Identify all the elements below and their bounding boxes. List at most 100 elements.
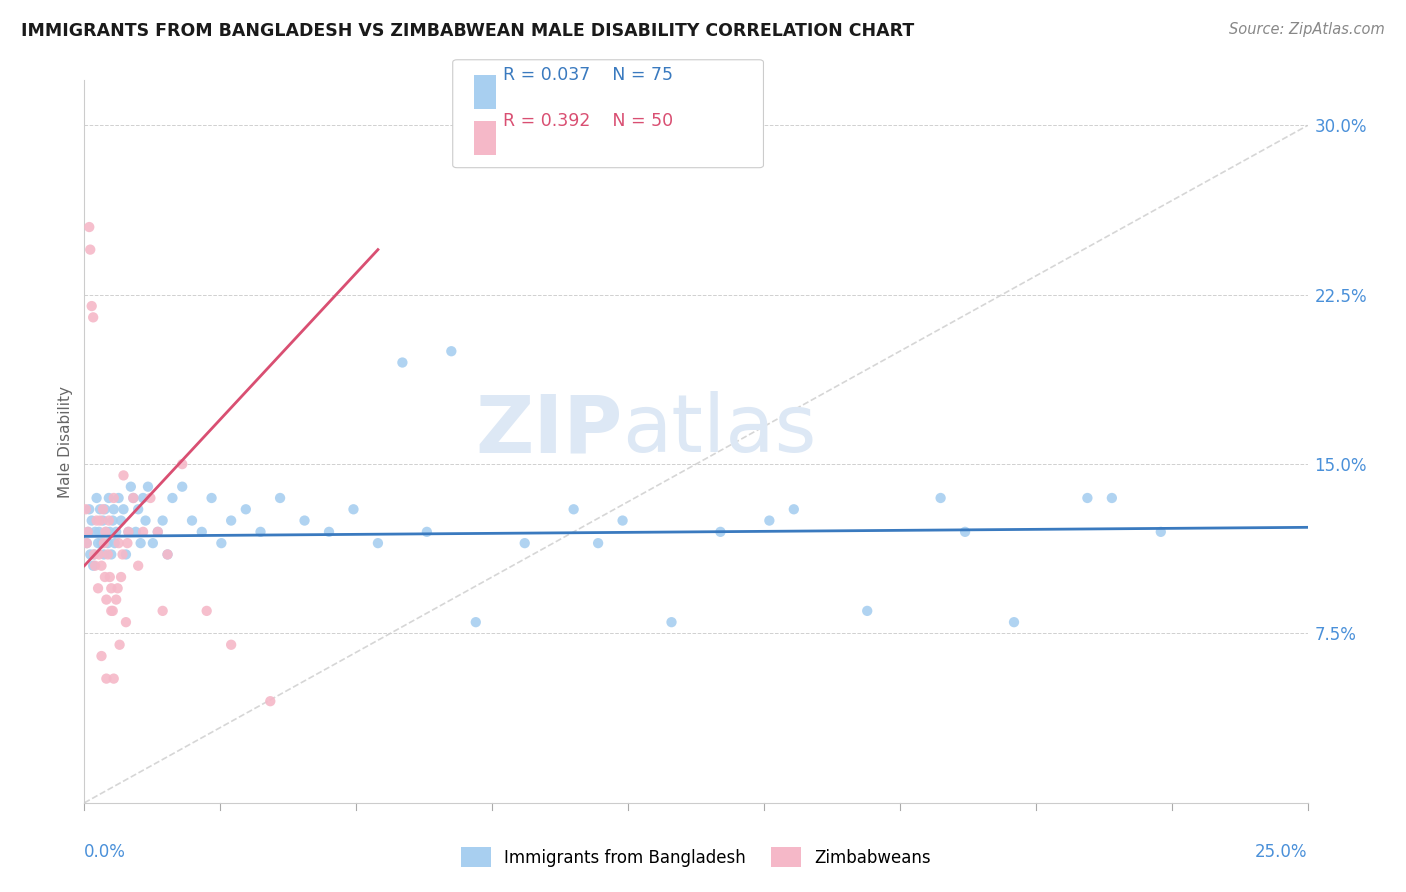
Point [98,524,121,539]
Point [86,514,108,528]
Point [367,536,389,550]
Point [79,243,101,257]
Point [612,514,634,528]
Point [75,502,97,516]
Point [100,582,122,596]
Point [156,548,179,562]
Point [132,524,155,539]
Point [96,672,118,686]
Point [104,536,127,550]
Point [1002,615,1025,630]
Point [209,536,232,550]
Point [103,491,125,505]
Point [136,480,159,494]
Point [269,491,291,505]
Point [112,502,135,516]
Text: atlas: atlas [623,392,817,469]
Point [87,536,110,550]
Point [83,548,105,562]
Point [103,502,125,516]
Point [103,672,125,686]
Point [93,536,115,550]
Point [112,468,135,483]
Point [105,592,128,607]
Point [117,524,139,539]
Point [562,502,585,516]
Point [82,558,104,573]
Point [76,524,98,539]
Point [80,299,103,313]
Point [783,502,806,516]
Point [195,604,218,618]
Point [235,502,257,516]
Point [111,548,134,562]
Point [97,548,120,562]
Point [76,536,98,550]
Point [249,524,271,539]
Point [122,491,145,505]
Point [219,638,242,652]
Point [93,548,115,562]
Point [115,548,138,562]
Point [84,524,107,539]
Point [513,536,536,550]
Point [586,536,609,550]
Point [181,514,204,528]
Point [87,582,110,596]
Point [77,502,100,516]
Point [97,514,120,528]
Point [91,502,114,516]
Point [79,548,101,562]
Point [152,604,174,618]
Point [162,491,184,505]
Point [117,524,139,539]
Point [91,514,114,528]
Point [191,524,214,539]
Point [172,480,194,494]
Point [80,514,103,528]
Point [98,570,121,584]
Point [709,524,731,539]
Point [89,502,111,516]
Point [117,536,139,550]
Point [146,524,169,539]
Point [464,615,486,630]
Point [100,548,122,562]
Text: Source: ZipAtlas.com: Source: ZipAtlas.com [1229,22,1385,37]
Text: 0.0%: 0.0% [84,844,127,862]
Point [77,524,100,539]
Point [342,502,364,516]
Point [76,536,98,550]
Point [100,604,122,618]
Point [1150,524,1173,539]
Point [172,457,194,471]
Point [96,524,118,539]
Point [440,344,463,359]
Point [90,558,112,573]
Point [110,514,132,528]
Point [83,548,105,562]
Point [82,310,104,325]
Point [129,536,152,550]
Text: ZIP: ZIP [475,392,623,469]
Point [953,524,976,539]
Point [125,524,148,539]
Point [115,615,138,630]
Point [107,582,129,596]
Point [219,514,242,528]
Point [200,491,222,505]
Point [758,514,780,528]
Point [97,491,120,505]
Text: R = 0.037    N = 75: R = 0.037 N = 75 [503,65,673,84]
Point [84,558,107,573]
Point [94,502,117,516]
Point [1076,491,1098,505]
Y-axis label: Male Disability: Male Disability [58,385,73,498]
Text: IMMIGRANTS FROM BANGLADESH VS ZIMBABWEAN MALE DISABILITY CORRELATION CHART: IMMIGRANTS FROM BANGLADESH VS ZIMBABWEAN… [21,22,914,40]
Text: R = 0.392    N = 50: R = 0.392 N = 50 [503,112,673,129]
Point [152,514,174,528]
Point [77,220,100,235]
Point [120,480,142,494]
Text: 25.0%: 25.0% [1256,844,1308,862]
Point [156,548,179,562]
